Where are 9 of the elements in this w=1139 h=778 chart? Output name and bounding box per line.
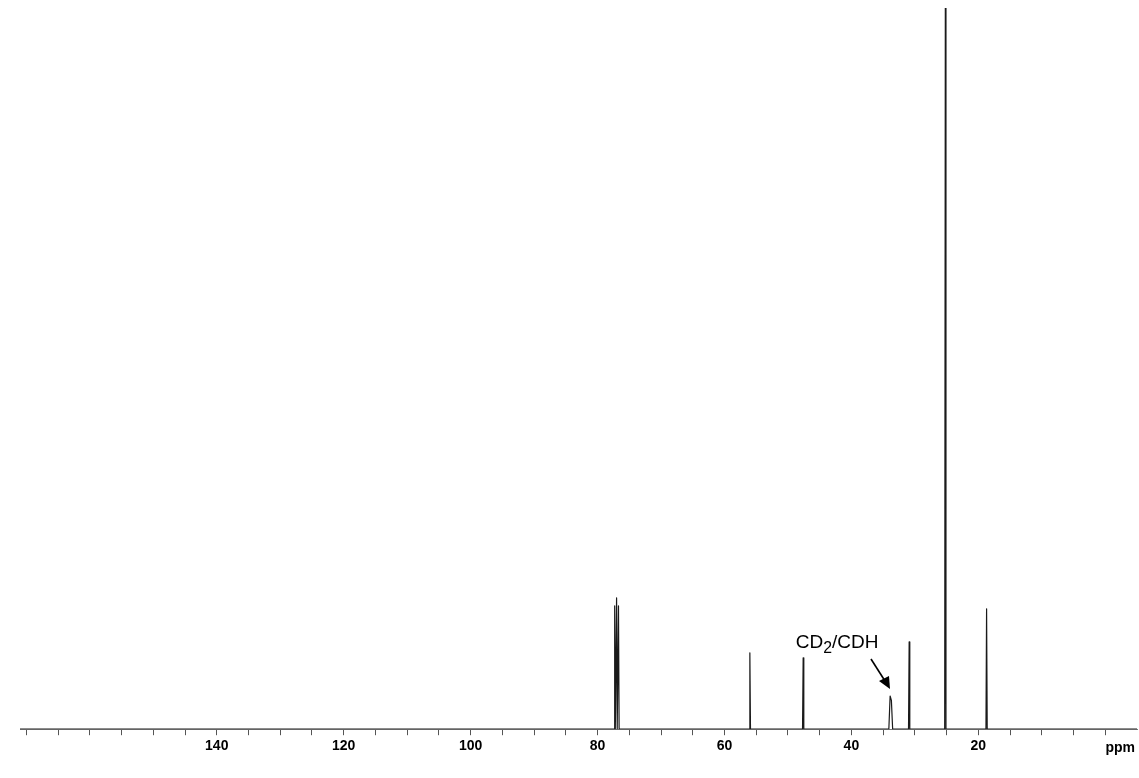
x-tick-label: 100 — [458, 737, 483, 754]
x-tick-label: 20 — [970, 737, 987, 754]
x-tick-label: 140 — [205, 737, 229, 754]
x-tick-label: 120 — [332, 737, 356, 754]
x-tick-label: 80 — [589, 737, 606, 754]
x-tick-label: 40 — [843, 737, 860, 754]
x-axis-title: ppm — [1105, 739, 1135, 756]
annotation: CD$_{2}$/CDH — [795, 631, 879, 657]
x-tick-label: 60 — [716, 737, 733, 754]
